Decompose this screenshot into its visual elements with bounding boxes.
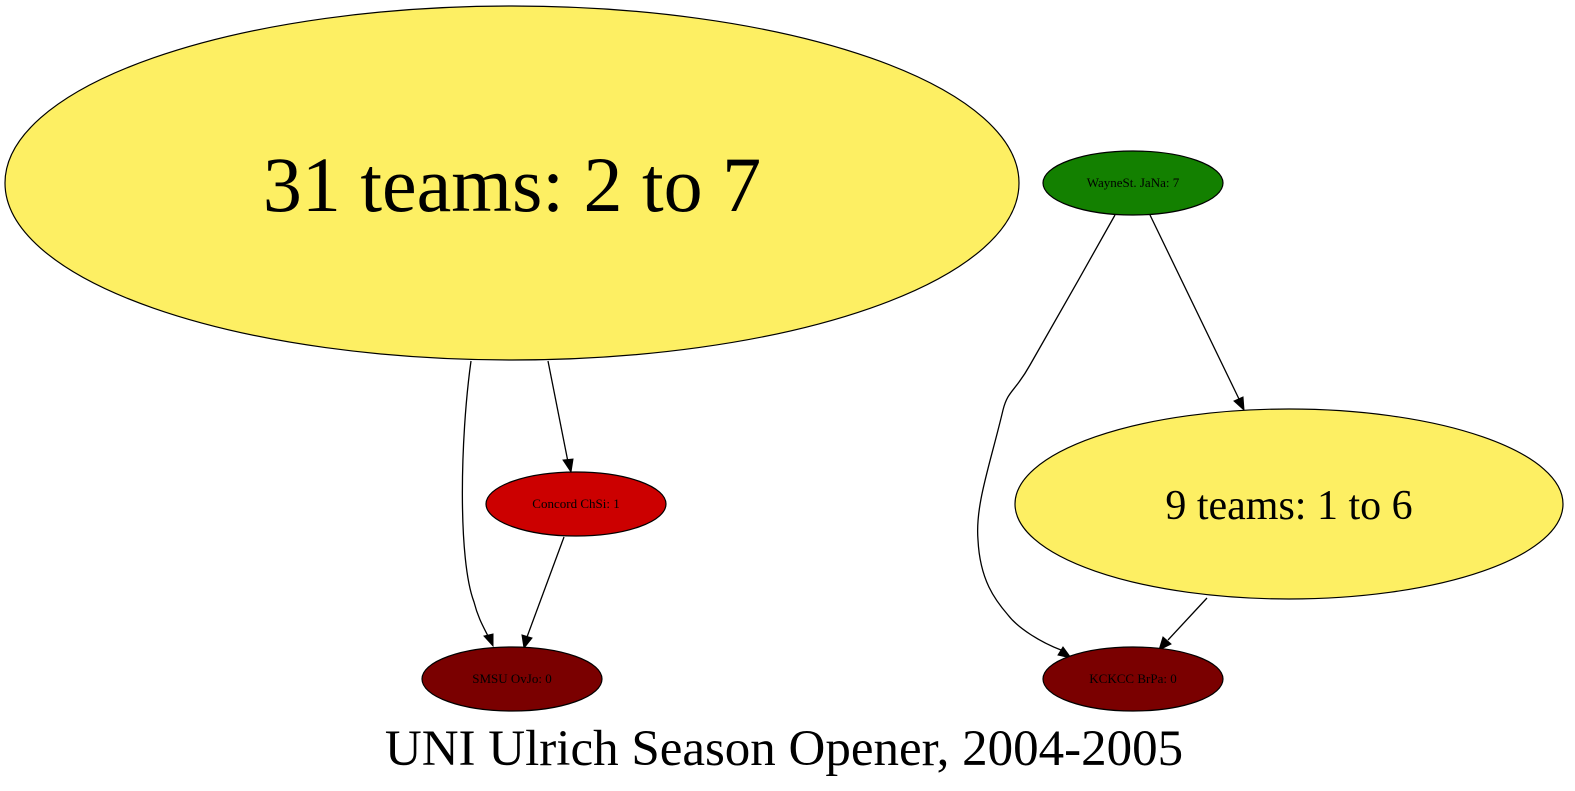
node-big-group-label: 31 teams: 2 to 7 <box>263 141 761 228</box>
node-big-group-shape <box>4 5 1020 361</box>
edge-wayne-to-kckcc <box>976 214 1116 659</box>
node-big-group[interactable]: 31 teams: 2 to 7 <box>4 5 1020 361</box>
edge-bigGroup-to-smsu <box>461 360 494 648</box>
graph-title: UNI Ulrich Season Opener, 2004-2005 <box>385 721 1183 777</box>
node-small-group[interactable]: 9 teams: 1 to 6 <box>1014 408 1564 600</box>
node-smsu[interactable]: SMSU OvJo: 0 <box>421 646 603 712</box>
node-concord-shape <box>485 471 667 537</box>
node-wayne[interactable]: WayneSt. JaNa: 7 <box>1042 150 1224 216</box>
node-smsu-shape <box>421 646 603 712</box>
node-concord-label: Concord ChSi: 1 <box>532 496 619 511</box>
edges <box>461 214 1245 659</box>
edge-wayne-to-smallGroup <box>1149 214 1245 412</box>
node-small-group-label: 9 teams: 1 to 6 <box>1165 483 1412 529</box>
node-kckcc-shape <box>1042 646 1224 712</box>
edge-smallGroup-to-kckcc <box>1158 597 1208 651</box>
edge-bigGroup-to-concord <box>547 360 574 474</box>
node-wayne-label: WayneSt. JaNa: 7 <box>1087 175 1180 190</box>
edge-concord-to-smsu <box>521 536 565 650</box>
node-small-group-shape <box>1014 408 1564 600</box>
node-concord[interactable]: Concord ChSi: 1 <box>485 471 667 537</box>
node-wayne-shape <box>1042 150 1224 216</box>
node-kckcc-label: KCKCC BrPa: 0 <box>1089 671 1176 686</box>
node-kckcc[interactable]: KCKCC BrPa: 0 <box>1042 646 1224 712</box>
node-smsu-label: SMSU OvJo: 0 <box>472 671 551 686</box>
